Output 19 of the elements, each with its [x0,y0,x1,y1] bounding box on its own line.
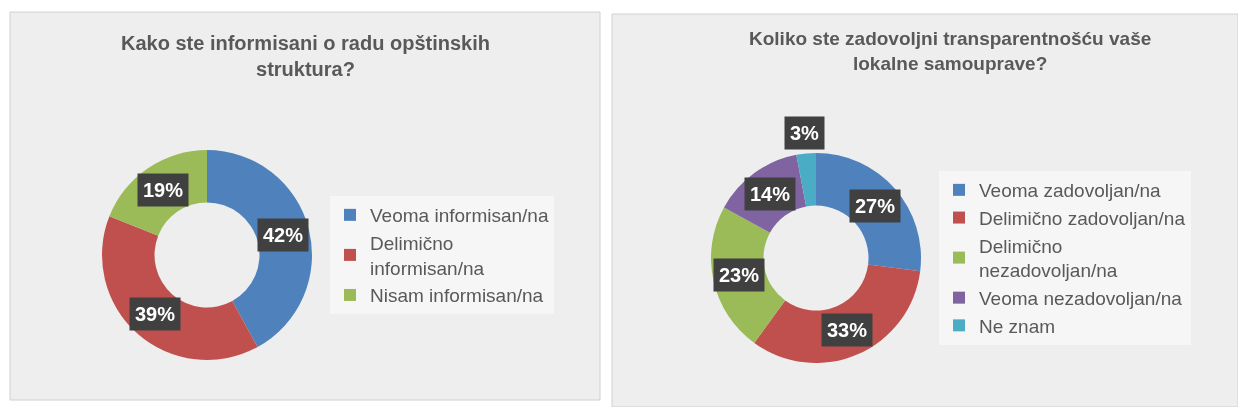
data-label: 27% [855,195,896,217]
legend-label: Veoma nezadovoljan/na [979,288,1183,310]
chart-title: Koliko ste zadovoljni transparentnošću vaše lokalne samouprave? [749,28,1152,74]
legend-label: Nisam informisan/na [370,285,544,307]
legend-label: Delimično informisan/na [370,232,485,279]
legend-label: Veoma informisan/na [370,205,549,227]
legend-label: Ne znam [979,315,1056,337]
data-label: 14% [750,183,791,205]
legend-label: Veoma zadovoljan/na [979,180,1162,202]
legend-label: Delimično zadovoljan/na [979,207,1186,229]
data-label: 23% [719,264,760,286]
data-label: 3% [790,122,820,144]
chart-title: Kako ste informisani o radu opštinskih struktura? [121,32,490,80]
data-label: 19% [143,179,184,201]
data-label: 42% [263,224,304,246]
legend-label: Delimično nezadovoljan/na [979,235,1118,282]
donut-slice [796,153,816,207]
data-label: 39% [135,303,176,325]
data-label: 33% [827,319,868,341]
